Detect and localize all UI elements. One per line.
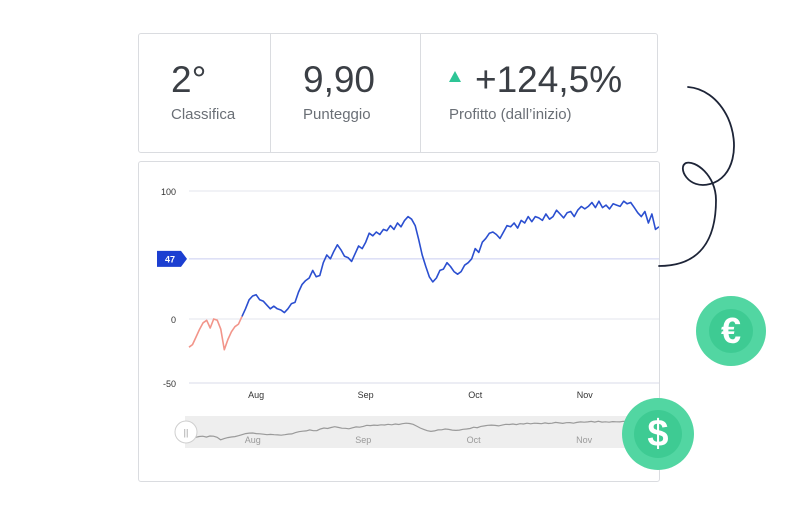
navigator-tick-label: Nov bbox=[576, 435, 593, 445]
navigator-tick-label: Oct bbox=[467, 435, 482, 445]
dollar-symbol: $ bbox=[647, 412, 669, 455]
rank-value: 2° bbox=[171, 59, 207, 100]
marker-label: 47 bbox=[165, 254, 175, 264]
chart-card: 100 0 -50 47 Aug Sep Oct Nov Aug Sep Oct Nov || bbox=[138, 161, 660, 482]
squiggle-line bbox=[658, 86, 735, 267]
profit-value-row: +124,5% bbox=[449, 58, 657, 102]
triangle-up-icon bbox=[449, 70, 461, 82]
performance-chart: 100 0 -50 47 Aug Sep Oct Nov Aug Sep Oct Nov || bbox=[157, 187, 659, 448]
profit-label: Profitto (dall’inizio) bbox=[449, 106, 572, 123]
navigator-handle-grip: || bbox=[184, 428, 189, 438]
x-tick-label: Nov bbox=[577, 390, 594, 400]
stat-score: 9,90 Punteggio bbox=[270, 34, 420, 152]
profit-value: +124,5% bbox=[475, 59, 623, 100]
navigator-tick-label: Sep bbox=[355, 435, 371, 445]
y-tick-label: -50 bbox=[163, 379, 176, 389]
x-tick-label: Aug bbox=[248, 390, 264, 400]
series-line-main bbox=[241, 200, 659, 317]
score-value: 9,90 bbox=[303, 59, 376, 100]
rank-label: Classifica bbox=[171, 106, 236, 123]
y-tick-label: 100 bbox=[161, 187, 176, 197]
x-tick-label: Sep bbox=[358, 390, 374, 400]
dollar-coin-icon: $ bbox=[622, 398, 694, 470]
stats-card: 2° Classifica 9,90 Punteggio +124,5% Pro… bbox=[138, 33, 658, 153]
score-label: Punteggio bbox=[303, 106, 371, 123]
euro-coin-icon: € bbox=[696, 296, 766, 366]
x-tick-label: Oct bbox=[468, 390, 483, 400]
euro-symbol: € bbox=[720, 310, 742, 351]
navigator-handle bbox=[174, 420, 198, 444]
navigator-tick-label: Aug bbox=[245, 435, 261, 445]
navigator-line bbox=[184, 420, 659, 441]
stat-profit: +124,5% Profitto (dall’inizio) bbox=[420, 34, 657, 152]
stat-rank: 2° Classifica bbox=[139, 34, 270, 152]
y-tick-label: 0 bbox=[171, 315, 176, 325]
navigator-background bbox=[185, 416, 659, 448]
series-line-negative bbox=[188, 316, 243, 351]
marker-badge bbox=[157, 250, 187, 267]
